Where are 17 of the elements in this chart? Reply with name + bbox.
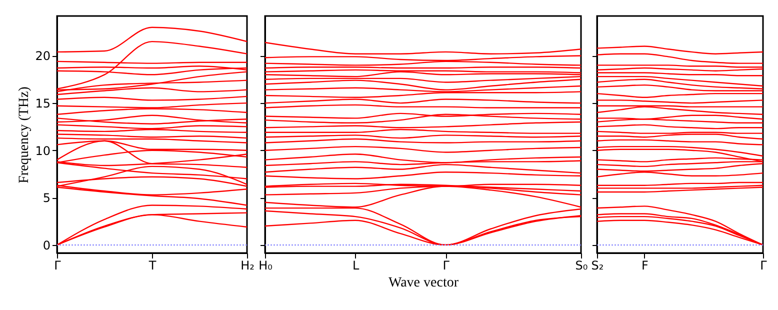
x-tick-label: H₂ (240, 258, 255, 272)
y-tick-label: 15 (35, 96, 50, 111)
x-axis-title: Wave vector (388, 276, 459, 290)
x-tick-label: F (641, 258, 648, 272)
y-tick-label: 20 (35, 49, 50, 64)
x-tick-label: L (352, 258, 360, 272)
y-tick-label: 5 (42, 191, 50, 206)
x-tick-label: Γ (54, 258, 62, 272)
y-axis-title: Frequency (THz) (17, 86, 32, 184)
x-tick-label: S₂ (591, 258, 604, 272)
y-tick-label: 10 (35, 144, 50, 158)
x-tick-label: T (148, 258, 157, 272)
x-tick-label: H₀ (258, 258, 273, 272)
x-tick-label: S₀ (575, 258, 588, 272)
y-tick-label: 0 (42, 238, 50, 252)
x-tick-label: Γ (442, 258, 450, 272)
x-tick-label: Γ (760, 258, 768, 272)
